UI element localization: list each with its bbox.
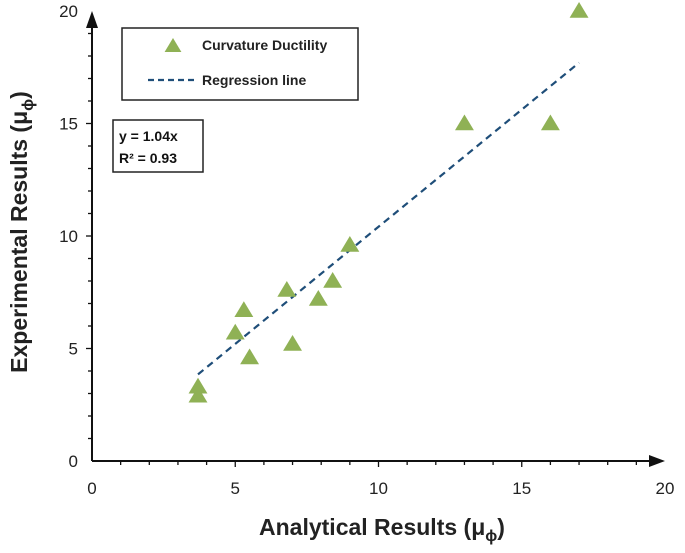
data-point: [308, 290, 328, 306]
data-point: [283, 335, 302, 351]
y-tick-label: 15: [59, 115, 78, 134]
y-tick-label: 20: [59, 2, 78, 21]
data-point: [277, 281, 297, 297]
axes: [86, 11, 665, 467]
legend-frame: [121, 27, 359, 101]
x-tick-label: 0: [87, 479, 96, 498]
data-point: [188, 377, 208, 394]
y-axis-arrowhead: [86, 11, 98, 28]
x-tick-label: 5: [231, 479, 240, 498]
r-squared-text: R² = 0.93: [119, 150, 177, 166]
regression-line: [197, 61, 580, 376]
x-tick-label: 10: [369, 479, 388, 498]
y-tick-label: 10: [59, 227, 78, 246]
legend: Curvature Ductility Regression line: [121, 27, 359, 101]
data-point: [569, 2, 589, 18]
equation-frame: [112, 119, 204, 173]
regression-line-layer: [197, 61, 580, 376]
equation-text: y = 1.04x: [119, 128, 178, 144]
legend-label-regression: Regression line: [202, 72, 306, 88]
data-points: [188, 2, 589, 403]
data-point: [323, 272, 343, 288]
y-tick-label: 5: [69, 340, 78, 359]
x-tick-label: 15: [512, 479, 531, 498]
y-tick-label: 0: [69, 452, 78, 471]
x-axis-arrowhead: [649, 455, 665, 467]
data-point: [240, 348, 260, 365]
legend-triangle-marker: [164, 38, 182, 52]
legend-label-scatter: Curvature Ductility: [202, 37, 327, 53]
data-point: [540, 114, 560, 131]
y-axis-title: Experimental Results (μϕ): [6, 91, 37, 373]
data-point: [188, 386, 208, 403]
x-tick-label: 20: [656, 479, 675, 498]
equation-box: y = 1.04x R² = 0.93: [112, 119, 204, 173]
axis-ticks: 0 5 10 15 20 0 5 10 15 20: [59, 2, 674, 498]
data-point: [340, 236, 360, 252]
x-axis-title: Analytical Results (μϕ): [259, 514, 505, 545]
data-point: [234, 301, 254, 317]
data-point: [455, 114, 474, 131]
data-point: [225, 323, 245, 340]
